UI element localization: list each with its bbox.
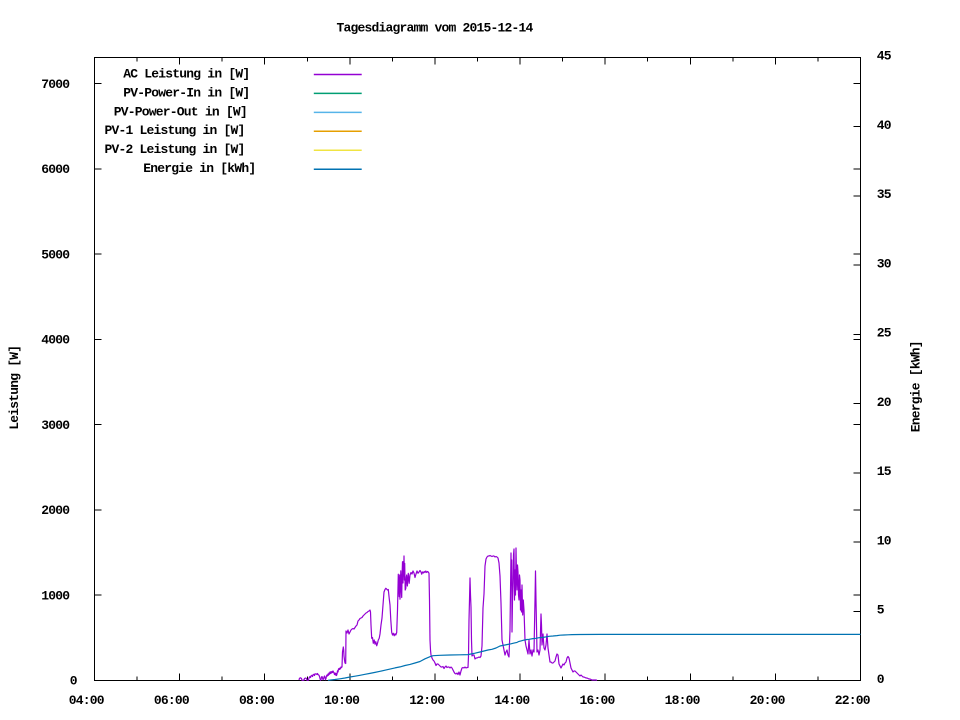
svg-text:AC Leistung in [W]: AC Leistung in [W] (123, 66, 249, 81)
svg-text:PV-2 Leistung in [W]: PV-2 Leistung in [W] (105, 142, 245, 157)
svg-text:1000: 1000 (41, 588, 70, 603)
svg-text:Energie [kWh]: Energie [kWh] (909, 341, 924, 432)
svg-text:6000: 6000 (41, 162, 70, 177)
svg-text:0: 0 (877, 672, 885, 687)
svg-text:4000: 4000 (41, 333, 70, 348)
svg-text:40: 40 (877, 118, 892, 133)
svg-text:7000: 7000 (41, 77, 70, 92)
svg-text:PV-Power-In in [W]: PV-Power-In in [W] (123, 85, 249, 100)
svg-text:14:00: 14:00 (494, 693, 530, 708)
svg-text:25: 25 (877, 326, 892, 341)
svg-text:15: 15 (877, 464, 892, 479)
svg-text:20:00: 20:00 (750, 693, 786, 708)
svg-text:Energie in [kWh]: Energie in [kWh] (143, 161, 255, 176)
svg-text:Leistung [W]: Leistung [W] (7, 346, 22, 430)
svg-text:5000: 5000 (41, 247, 70, 262)
svg-text:5: 5 (877, 603, 885, 618)
svg-text:16:00: 16:00 (579, 693, 615, 708)
svg-text:04:00: 04:00 (69, 693, 105, 708)
svg-text:45: 45 (877, 49, 892, 64)
svg-text:Tagesdiagramm vom 2015-12-14: Tagesdiagramm vom 2015-12-14 (337, 20, 534, 35)
svg-text:3000: 3000 (41, 418, 70, 433)
svg-text:18:00: 18:00 (665, 693, 701, 708)
svg-text:30: 30 (877, 256, 892, 271)
svg-text:20: 20 (877, 395, 892, 410)
svg-text:08:00: 08:00 (239, 693, 275, 708)
svg-text:06:00: 06:00 (154, 693, 190, 708)
svg-text:35: 35 (877, 187, 892, 202)
svg-text:10: 10 (877, 533, 892, 548)
svg-text:0: 0 (70, 674, 78, 689)
svg-text:PV-Power-Out in [W]: PV-Power-Out in [W] (114, 104, 247, 119)
svg-text:12:00: 12:00 (409, 693, 445, 708)
svg-text:22:00: 22:00 (835, 693, 871, 708)
svg-text:2000: 2000 (41, 503, 70, 518)
svg-text:10:00: 10:00 (324, 693, 360, 708)
svg-text:PV-1 Leistung in [W]: PV-1 Leistung in [W] (105, 123, 245, 138)
